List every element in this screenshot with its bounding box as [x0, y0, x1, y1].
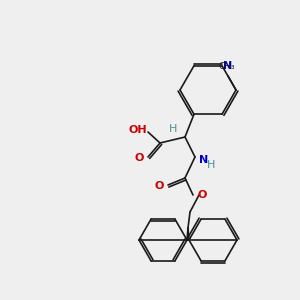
- Text: CH₃: CH₃: [219, 62, 235, 71]
- Text: H: H: [207, 160, 215, 170]
- Text: O: O: [135, 153, 144, 163]
- Text: N: N: [223, 61, 232, 71]
- Text: H: H: [169, 124, 177, 134]
- Text: O: O: [154, 181, 164, 191]
- Text: O: O: [197, 190, 206, 200]
- Text: OH: OH: [129, 125, 147, 135]
- Text: N: N: [199, 155, 208, 165]
